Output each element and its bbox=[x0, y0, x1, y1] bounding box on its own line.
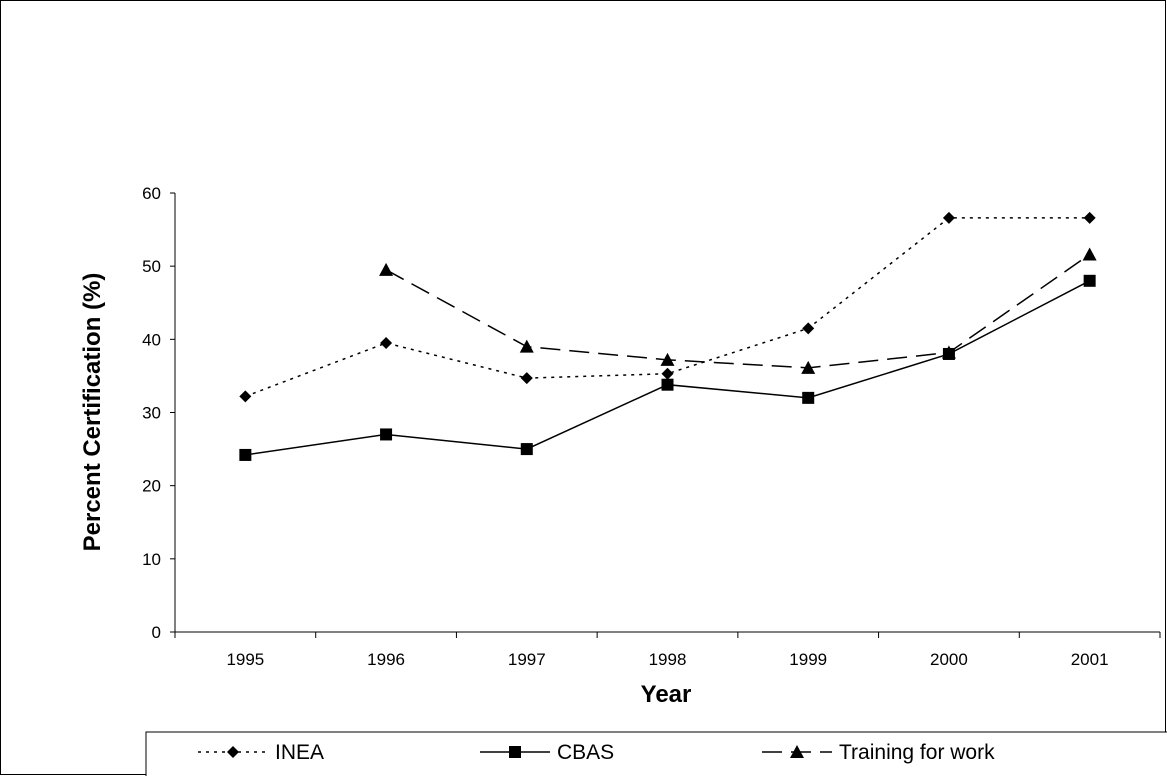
series-line-training-for-work bbox=[385, 253, 1091, 369]
data-point-cbas bbox=[661, 378, 674, 391]
legend: INEA CBAS Training for work bbox=[145, 731, 1167, 776]
data-point-cbas bbox=[1083, 274, 1096, 287]
y-axis-title: Percent Certification (%) bbox=[79, 273, 106, 552]
axes: 0 10 20 30 40 50 60 1995 1996 1997 1998 1999 2000 200… bbox=[142, 184, 1161, 669]
data-point-inea bbox=[1083, 211, 1096, 224]
x-tick-label: 1995 bbox=[226, 650, 264, 669]
data-point-training-for-work bbox=[519, 339, 534, 353]
y-tick-label: 40 bbox=[142, 330, 161, 349]
data-point-cbas bbox=[380, 428, 393, 441]
legend-item-training-for-work: Training for work bbox=[762, 741, 995, 764]
x-tick-label: 1998 bbox=[649, 650, 687, 669]
legend-item-inea: INEA bbox=[198, 741, 324, 764]
y-tick-label: 30 bbox=[142, 404, 161, 423]
x-tick-label: 1999 bbox=[789, 650, 827, 669]
legend-label-cbas: CBAS bbox=[557, 741, 614, 764]
series-inea bbox=[239, 211, 1096, 403]
legend-box bbox=[145, 731, 1167, 776]
y-tick-label: 50 bbox=[142, 257, 161, 276]
y-tick-label: 20 bbox=[142, 477, 161, 496]
legend-marker-training-for-work bbox=[790, 745, 804, 758]
legend-label-training-for-work: Training for work bbox=[839, 741, 995, 764]
x-tick-label: 1996 bbox=[367, 650, 405, 669]
data-point-inea bbox=[239, 390, 252, 403]
data-point-training-for-work bbox=[801, 360, 816, 374]
x-axis-title: Year bbox=[641, 681, 692, 708]
data-point-training-for-work bbox=[660, 352, 675, 366]
x-tick-label: 2001 bbox=[1071, 650, 1109, 669]
data-point-training-for-work bbox=[1082, 247, 1097, 261]
legend-marker-cbas bbox=[509, 746, 521, 758]
y-tick-label: 60 bbox=[142, 184, 161, 203]
data-point-inea bbox=[380, 336, 393, 349]
legend-item-cbas: CBAS bbox=[480, 741, 614, 764]
y-tick-label: 0 bbox=[152, 623, 161, 642]
data-point-inea bbox=[802, 322, 815, 335]
series-training-for-work bbox=[379, 247, 1097, 374]
data-point-training-for-work bbox=[379, 262, 394, 276]
data-point-inea bbox=[661, 367, 674, 380]
data-point-training-for-work bbox=[941, 345, 956, 359]
data-point-cbas bbox=[520, 443, 533, 456]
data-point-cbas bbox=[239, 448, 252, 461]
data-point-inea bbox=[520, 372, 533, 385]
x-tick-label: 1997 bbox=[508, 650, 546, 669]
y-tick-label: 10 bbox=[142, 550, 161, 569]
data-point-inea bbox=[942, 211, 955, 224]
series-layer bbox=[239, 211, 1097, 461]
data-point-cbas bbox=[802, 391, 815, 404]
legend-label-inea: INEA bbox=[275, 741, 324, 764]
x-tick-label: 2000 bbox=[930, 650, 968, 669]
legend-marker-inea bbox=[227, 746, 239, 758]
